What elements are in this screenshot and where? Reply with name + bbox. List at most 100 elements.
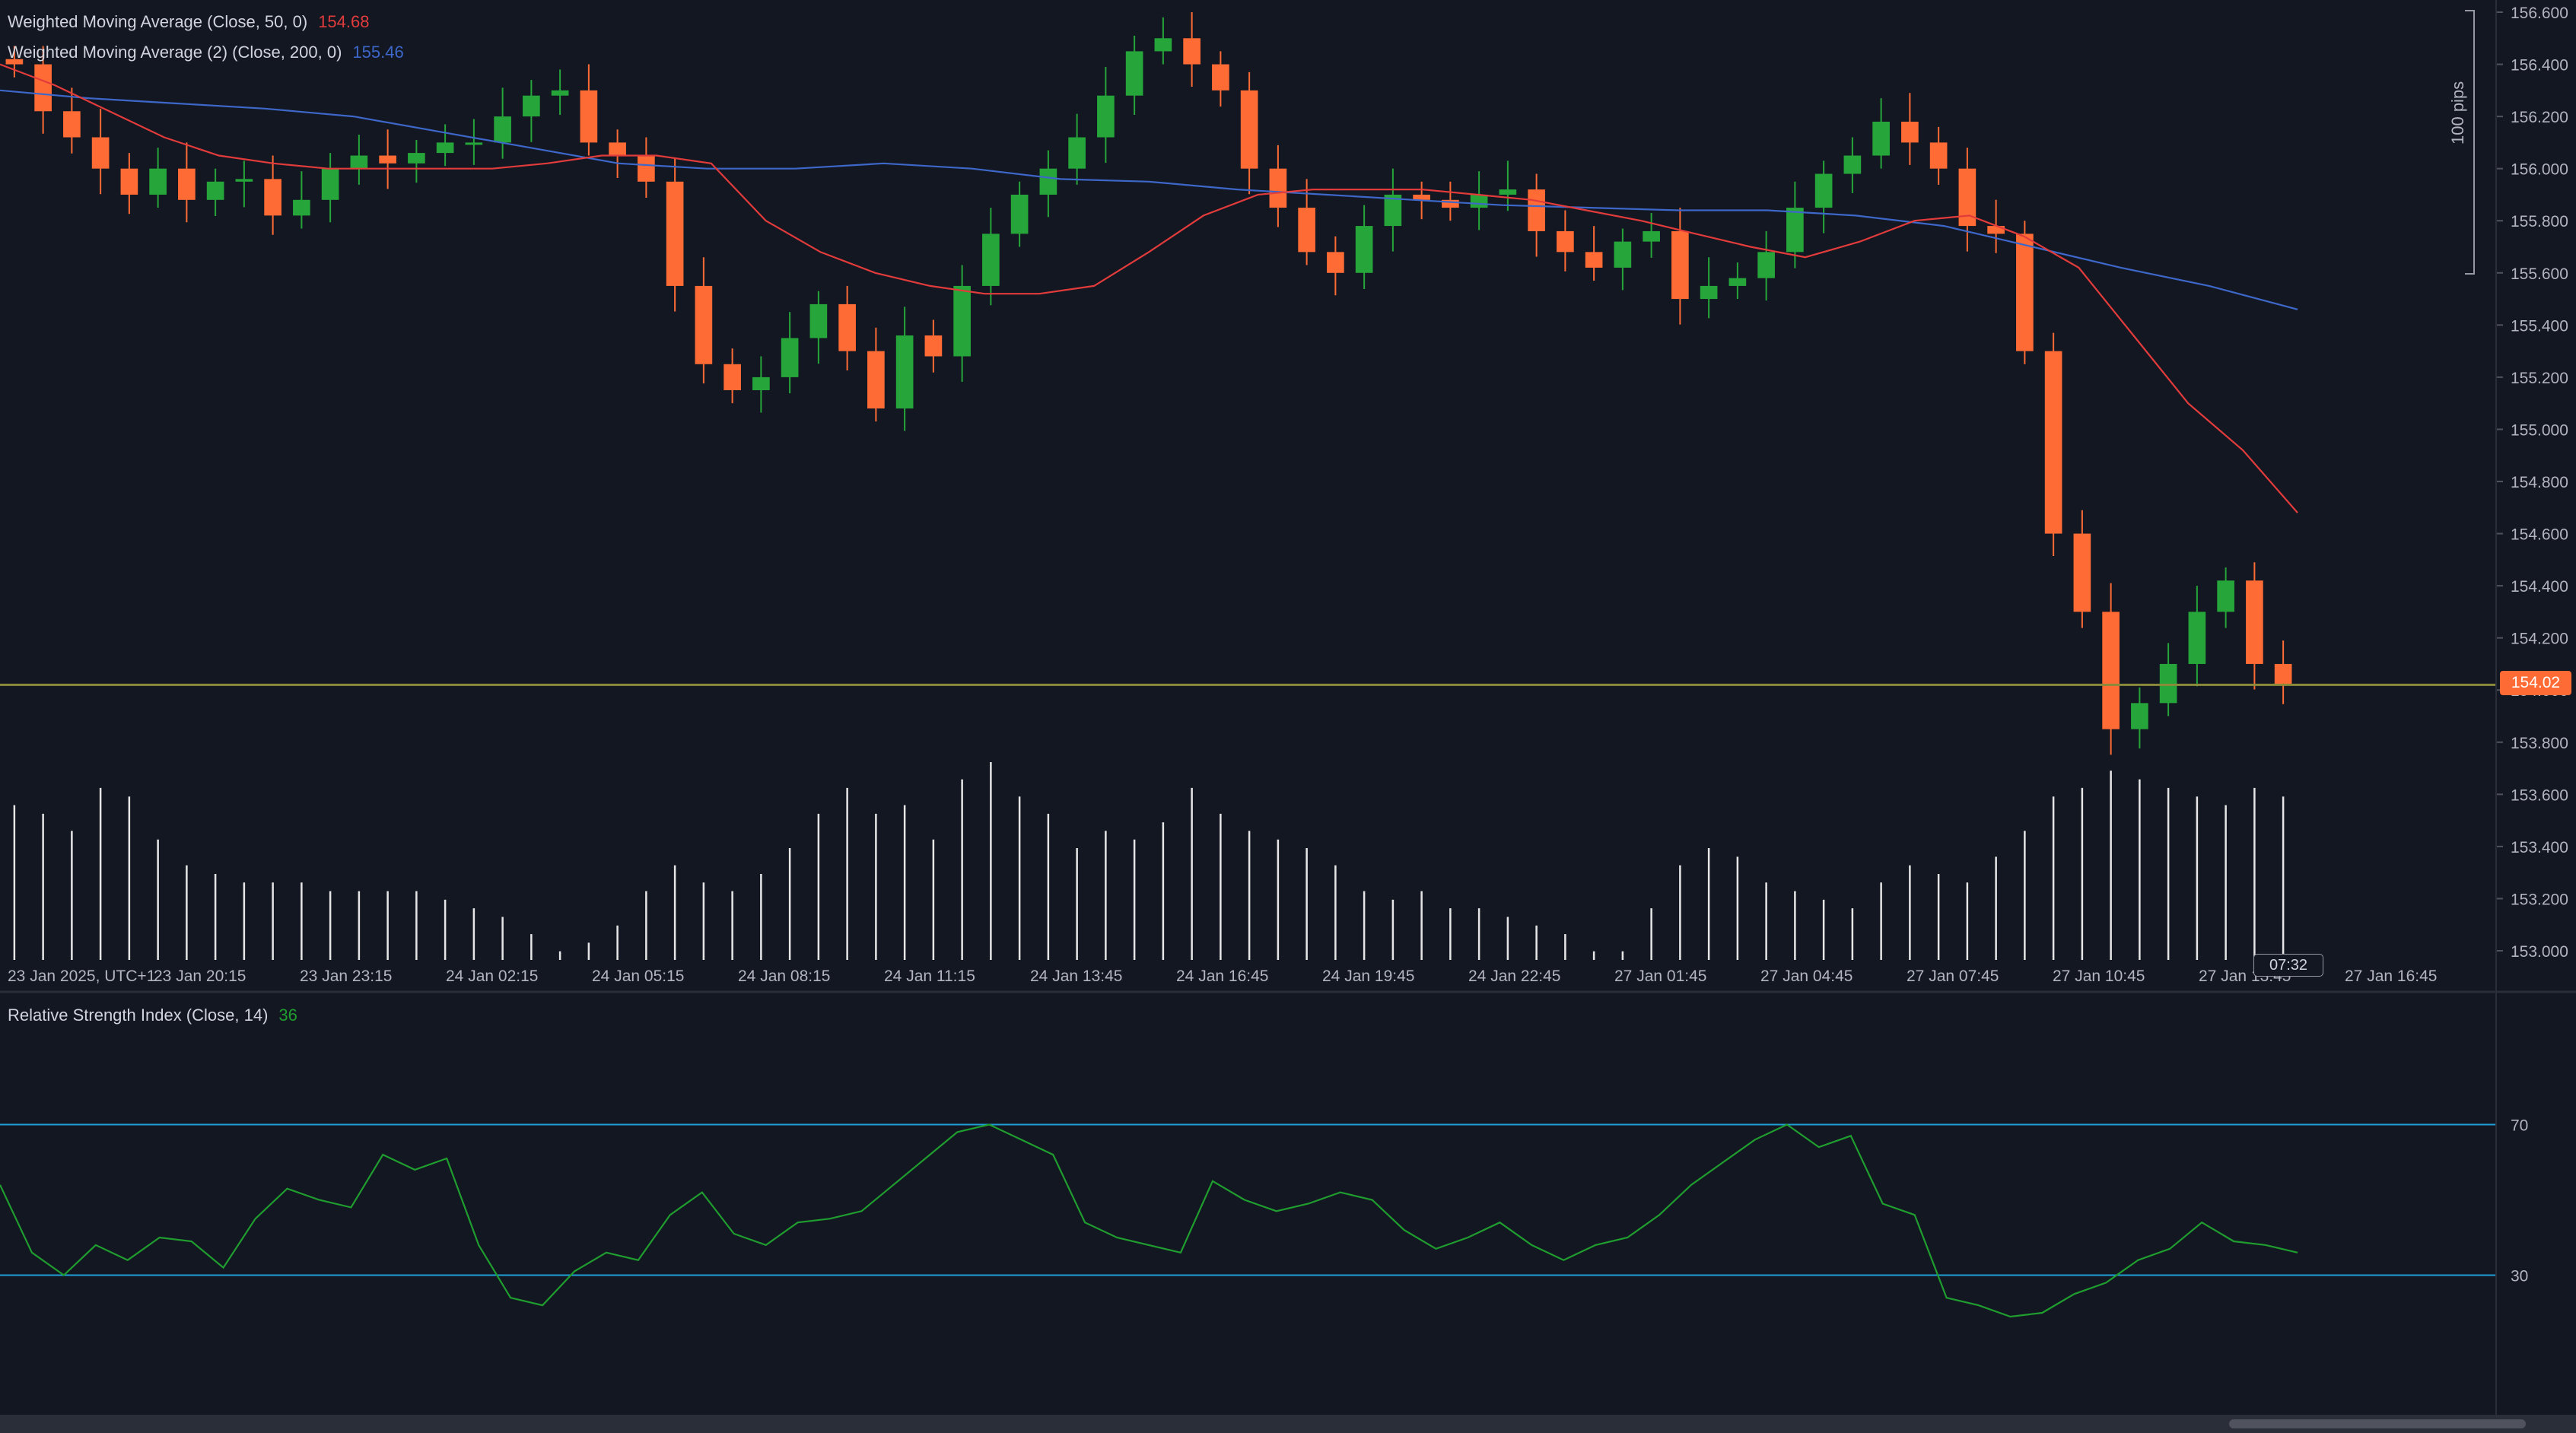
legend-rsi-label: Relative Strength Index (Close, 14) [8,1006,269,1025]
candle-body [34,64,52,112]
volume-bars [13,762,2285,960]
candle-body [1212,64,1229,91]
candle-body [809,303,828,338]
legend-wma200[interactable]: Weighted Moving Average (2) (Close, 200,… [8,43,404,62]
candle-body [1039,168,1057,195]
candle-body [120,168,138,195]
candle-body [982,234,1000,286]
candle-body [1814,173,1833,208]
candle-body [436,142,454,154]
candle-body [638,155,655,182]
price-tick-label: 155.800 [2511,213,2568,230]
candle-body [149,168,167,195]
candle-body [1298,208,1315,253]
time-tick-label: 27 Jan 07:45 [1907,968,1999,985]
candle-body [235,179,253,182]
candle-body [2073,533,2091,612]
wma50-line [0,63,2298,513]
legend-rsi[interactable]: Relative Strength Index (Close, 14) 36 [8,1006,297,1025]
legend-wma50-value: 154.68 [318,12,370,31]
price-tick-label: 155.200 [2511,370,2568,387]
scrollbar-thumb[interactable] [2229,1419,2526,1428]
price-tick-label: 156.600 [2511,5,2568,22]
rsi-band-label: 70 [2511,1117,2528,1135]
candle-body [1327,252,1344,273]
candle-body [1872,121,1890,156]
candle-body [63,111,81,138]
countdown-badge: 07:32 [2253,954,2323,977]
price-tick-label: 153.200 [2511,891,2568,908]
candle-body [1643,230,1660,242]
time-tick-label: 24 Jan 02:15 [446,968,538,985]
time-tick-label: 24 Jan 08:15 [738,968,830,985]
price-tick-label: 153.800 [2511,735,2568,752]
price-tick-label: 156.000 [2511,161,2568,179]
price-tick-label: 154.200 [2511,631,2568,648]
candle-body [1557,230,1574,253]
candle-body [1843,155,1862,174]
candle-body [2188,612,2206,664]
candle-body [2102,612,2120,729]
candle-body [1499,189,1517,195]
price-tick-label: 155.000 [2511,421,2568,439]
candle-body [350,155,368,169]
rsi-line [0,1123,2298,1318]
candle-body [1154,38,1172,52]
time-axis[interactable]: 23 Jan 2025, UTC+123 Jan 20:15 23 Jan 23:… [8,968,2437,985]
candle-body [1269,168,1287,208]
price-tick-label: 154.600 [2511,526,2568,544]
candle-body [752,377,770,391]
candle-body [1958,168,1977,227]
time-tick-label: 23 Jan 20:15 [154,968,246,985]
candle-body [1010,194,1029,234]
candle-body [1585,252,1603,268]
price-tick-label: 154.400 [2511,578,2568,596]
candle-body [895,335,914,409]
time-tick-label: 24 Jan 13:45 [1030,968,1122,985]
price-axis[interactable]: 156.600 156.400 156.200 156.000 155.800 155.6… [2496,5,2568,961]
candle-body [1528,189,1545,231]
candle-body [494,116,511,143]
candle-body [838,303,856,351]
legend-wma50[interactable]: Weighted Moving Average (Close, 50, 0) 15… [8,12,369,32]
candle-body [2159,663,2177,704]
price-tick-label: 155.400 [2511,317,2568,335]
candle-body [1901,121,1919,143]
legend-wma200-label: Weighted Moving Average (2) (Close, 200,… [8,43,342,62]
candle-body [1614,241,1632,268]
legend-rsi-value: 36 [278,1006,297,1025]
candle-body [1757,252,1775,278]
horizontal-scrollbar[interactable] [0,1415,2576,1433]
candle-body [1728,278,1747,286]
candle-body [293,199,310,216]
candle-body [1183,38,1201,65]
candle-body [1240,90,1258,169]
time-tick-label: 27 Jan 04:45 [1760,968,1852,985]
candle-body [867,351,885,409]
candle-body [91,137,110,169]
candle-body [1068,137,1086,169]
candle-body [551,90,569,96]
candle-body [666,181,684,286]
candlestick-series [5,12,2292,755]
time-tick-label: 23 Jan 2025, UTC+1 [8,968,155,985]
time-tick-label: 24 Jan 19:45 [1322,968,1414,985]
candle-body [1987,226,2005,234]
price-tick-label: 155.600 [2511,265,2568,283]
price-tick-label: 153.000 [2511,943,2568,961]
candle-body [5,59,24,65]
price-tick-label: 156.200 [2511,109,2568,126]
time-tick-label: 24 Jan 11:15 [884,968,975,985]
candle-body [264,179,281,216]
rsi-pane: 70 30 [0,1117,2528,1285]
time-tick-label: 24 Jan 05:15 [592,968,684,985]
price-tick-label: 153.600 [2511,786,2568,804]
candle-body [321,168,339,200]
candle-body [408,153,425,164]
rsi-band-label: 30 [2511,1268,2528,1285]
time-tick-label: 23 Jan 23:15 [300,968,392,985]
range-measure-label: 100 pips [2448,81,2467,145]
candle-body [724,364,741,391]
candle-body [2044,351,2062,534]
time-tick-label: 24 Jan 22:45 [1468,968,1560,985]
